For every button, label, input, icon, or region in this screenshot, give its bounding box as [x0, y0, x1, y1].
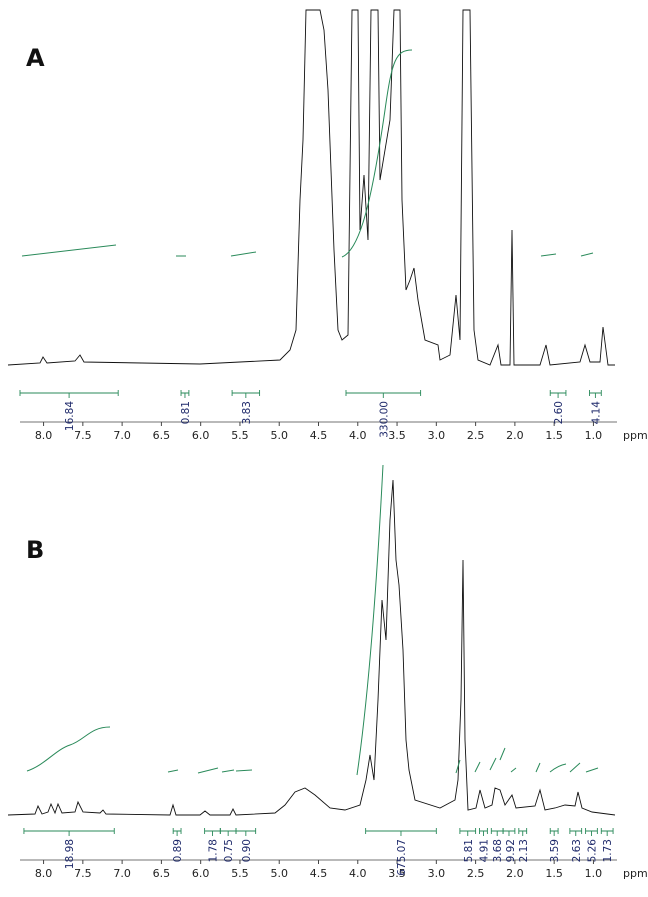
- x-axis-label: ppm: [623, 429, 648, 442]
- integral-label: 675.07: [396, 839, 408, 876]
- integral-label: 1.73: [602, 839, 614, 862]
- x-tick-label: 3.5: [388, 867, 406, 880]
- x-tick-label: 5.5: [231, 867, 249, 880]
- x-tick-label: 2.5: [467, 429, 485, 442]
- x-tick-label: 6.0: [192, 867, 210, 880]
- spectrum-trace: [7, 9, 615, 366]
- x-tick-label: 5.5: [231, 429, 249, 442]
- integral-range: [23, 828, 115, 836]
- integral-label: 4.14: [590, 401, 602, 425]
- integral-range: [219, 828, 237, 836]
- x-tick-label: 2.0: [506, 867, 524, 880]
- x-tick-label: 3.0: [428, 867, 446, 880]
- integral-range: [345, 390, 422, 398]
- x-tick-label: 7.5: [74, 867, 92, 880]
- integral-label: 3.83: [241, 401, 253, 424]
- integral-range: [490, 828, 504, 836]
- x-tick-label: 2.5: [467, 867, 485, 880]
- x-tick-label: 1.5: [545, 867, 563, 880]
- integral-label: 2.63: [571, 839, 583, 862]
- x-tick-label: 3.0: [428, 429, 446, 442]
- x-tick-label: 1.5: [545, 429, 563, 442]
- x-tick-label: 4.5: [310, 429, 328, 442]
- integral-range: [585, 828, 598, 836]
- integral-label: 3.59: [549, 839, 561, 862]
- integral-range: [589, 390, 602, 398]
- x-tick-label: 5.0: [270, 429, 288, 442]
- integral-label: 3.68: [492, 839, 504, 862]
- x-tick-label: 7.0: [113, 429, 131, 442]
- x-axis-label: ppm: [623, 867, 648, 880]
- integral-range: [204, 828, 221, 836]
- panel-label: B: [26, 536, 44, 564]
- integral-range: [600, 828, 614, 836]
- x-tick-label: 8.0: [35, 429, 53, 442]
- integral-label: 16.84: [64, 401, 76, 431]
- integral-range: [569, 828, 583, 836]
- integral-range: [549, 390, 567, 398]
- integral-label: 5.26: [586, 839, 598, 863]
- integral-label: 5.81: [463, 839, 475, 862]
- x-tick-label: 5.0: [270, 867, 288, 880]
- integral-label: 4.91: [478, 839, 490, 862]
- integral-range: [231, 390, 261, 398]
- spectrum-trace: [7, 479, 616, 816]
- integral-label: 0.89: [172, 839, 184, 862]
- integral-range: [479, 828, 488, 836]
- x-tick-label: 7.5: [74, 429, 92, 442]
- integral-label: 2.13: [518, 839, 530, 862]
- x-tick-label: 4.5: [310, 867, 328, 880]
- integral-range: [235, 828, 257, 836]
- x-tick-label: 1.0: [585, 867, 603, 880]
- integral-range: [19, 390, 119, 398]
- x-tick-label: 7.0: [113, 867, 131, 880]
- x-tick-label: 8.0: [35, 867, 53, 880]
- integral-label: 0.81: [180, 401, 192, 424]
- x-tick-label: 4.0: [349, 429, 367, 442]
- integral-label: 1.78: [207, 839, 219, 862]
- x-tick-label: 4.0: [349, 867, 367, 880]
- x-tick-label: 6.0: [192, 429, 210, 442]
- integral-label: 9.92: [505, 839, 517, 862]
- integral-label: 2.60: [553, 401, 565, 424]
- panel-label: A: [26, 44, 45, 72]
- integral-range: [549, 828, 559, 836]
- integral-range: [518, 828, 528, 836]
- integral-range: [459, 828, 477, 836]
- x-tick-label: 6.5: [153, 867, 171, 880]
- integral-curve: [26, 464, 599, 776]
- x-tick-label: 1.0: [585, 429, 603, 442]
- integral-range: [180, 390, 190, 398]
- integral-label: 18.98: [64, 839, 76, 869]
- integral-curve: [21, 49, 594, 258]
- integral-label: 0.90: [241, 839, 253, 862]
- integral-range: [172, 828, 182, 836]
- integral-label: 330.00: [378, 401, 390, 438]
- integral-range: [502, 828, 516, 836]
- x-tick-label: 2.0: [506, 429, 524, 442]
- x-tick-label: 3.5: [388, 429, 406, 442]
- x-tick-label: 6.5: [153, 429, 171, 442]
- integral-range: [365, 828, 437, 836]
- integral-label: 0.75: [223, 839, 235, 862]
